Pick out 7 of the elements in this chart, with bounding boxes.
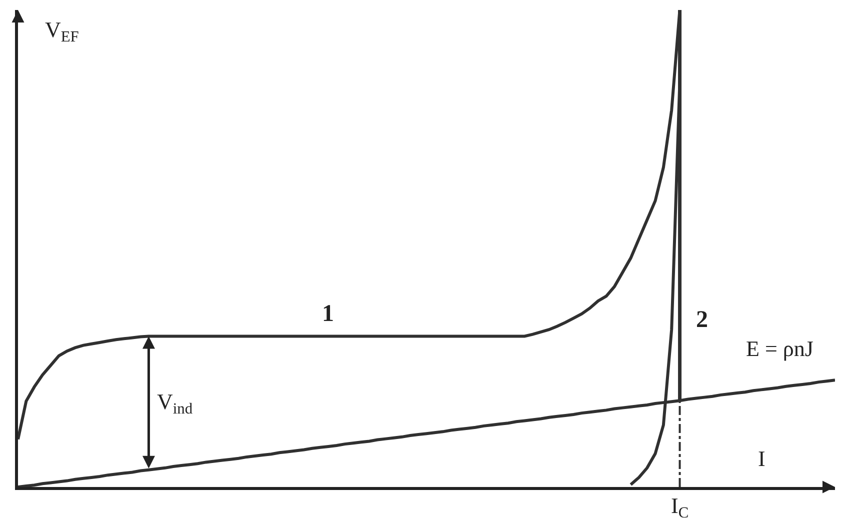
text: I$_{C}$ — [671, 493, 689, 522]
series-label: E = ρnJ — [746, 336, 814, 361]
annotation: V$_{ind}$ — [157, 389, 193, 418]
series-label: 2 — [696, 307, 708, 333]
y-axis-title: V$_{EF}$ — [45, 17, 79, 46]
series-label: 1 — [322, 301, 334, 327]
x-axis-title: I — [758, 446, 766, 471]
